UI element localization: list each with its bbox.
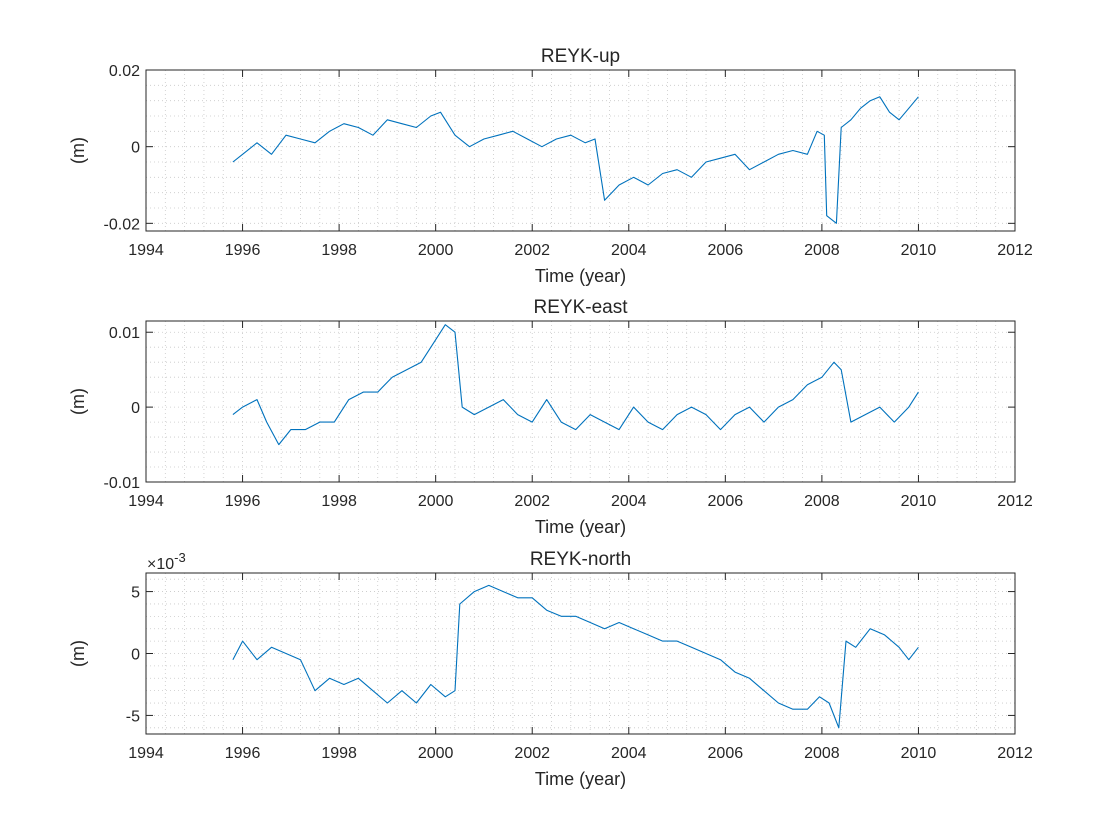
y-tick-label: -5: [126, 708, 140, 725]
y-axis-label: (m): [68, 137, 88, 164]
axes-box: [145, 320, 1016, 483]
series-line: [232, 96, 919, 224]
x-tick-label: 2012: [997, 493, 1033, 510]
subplot-title: REYK-north: [530, 549, 631, 570]
x-tick-label: 2000: [418, 745, 454, 762]
x-tick-label: 2012: [997, 242, 1033, 259]
x-tick-label: 2008: [804, 493, 840, 510]
plot-area: [146, 321, 1015, 482]
x-tick-label: 1998: [321, 242, 357, 259]
axes-box: [145, 69, 1016, 232]
y-tick-label: 0: [131, 140, 140, 157]
x-tick-label: 1998: [321, 745, 357, 762]
y-tick-label: 0: [131, 647, 140, 664]
x-tick-label: 1994: [128, 493, 164, 510]
y-tick-label: 5: [131, 585, 140, 602]
y-exponent-label: ×10-3: [147, 550, 186, 573]
subplot-1: 1994 1996 1998 2000 2002 2004 2006 2008 2010 2012…: [68, 46, 1033, 286]
x-tick-label: 1996: [225, 242, 261, 259]
x-tick-label: 2012: [997, 745, 1033, 762]
x-tick-label: 2000: [418, 493, 454, 510]
x-tick-label: 1994: [128, 242, 164, 259]
exponent-base: ×10: [147, 556, 174, 573]
subplot-title: REYK-up: [541, 46, 620, 67]
x-tick-label: 2004: [611, 745, 647, 762]
x-axis-label: Time (year): [535, 266, 626, 286]
y-tick-label: -0.01: [104, 475, 141, 492]
x-tick-label: 2010: [901, 242, 937, 259]
x-tick-label: 1996: [225, 745, 261, 762]
y-tick-label: 0.02: [109, 63, 140, 80]
x-tick-label: 2006: [708, 493, 744, 510]
x-tick-label: 2008: [804, 745, 840, 762]
y-tick-label: 0: [131, 400, 140, 417]
x-tick-label: 2006: [708, 242, 744, 259]
exponent-power: -3: [174, 550, 186, 565]
x-tick-label: 2010: [901, 745, 937, 762]
x-tick-label: 2004: [611, 242, 647, 259]
plot-area: [146, 70, 1015, 231]
x-tick-label: 1998: [321, 493, 357, 510]
subplot-title: REYK-east: [534, 297, 629, 318]
x-axis-label: Time (year): [535, 769, 626, 789]
x-tick-label: 1994: [128, 745, 164, 762]
y-axis-label: (m): [68, 640, 88, 667]
x-tick-label: 2002: [514, 493, 550, 510]
series-line: [232, 584, 919, 729]
grid: [145, 321, 1016, 483]
x-tick-label: 2010: [901, 493, 937, 510]
y-tick-label: -0.02: [104, 216, 141, 233]
y-axis-label: (m): [68, 388, 88, 415]
series-line: [232, 324, 919, 446]
plot-area: [146, 573, 1015, 734]
x-tick-label: 2008: [804, 242, 840, 259]
x-tick-label: 1996: [225, 493, 261, 510]
x-tick-label: 2002: [514, 242, 550, 259]
grid: [145, 69, 1016, 231]
subplot-3: 1994 1996 1998 2000 2002 2004 2006 2008 2010 2012…: [68, 549, 1033, 789]
subplot-2: 1994 1996 1998 2000 2002 2004 2006 2008 2010 2012…: [68, 297, 1033, 537]
x-tick-label: 2000: [418, 242, 454, 259]
x-tick-label: 2006: [708, 745, 744, 762]
x-axis-label: Time (year): [535, 517, 626, 537]
x-tick-label: 2004: [611, 493, 647, 510]
x-tick-label: 2002: [514, 745, 550, 762]
y-tick-label: 0.01: [109, 325, 140, 342]
